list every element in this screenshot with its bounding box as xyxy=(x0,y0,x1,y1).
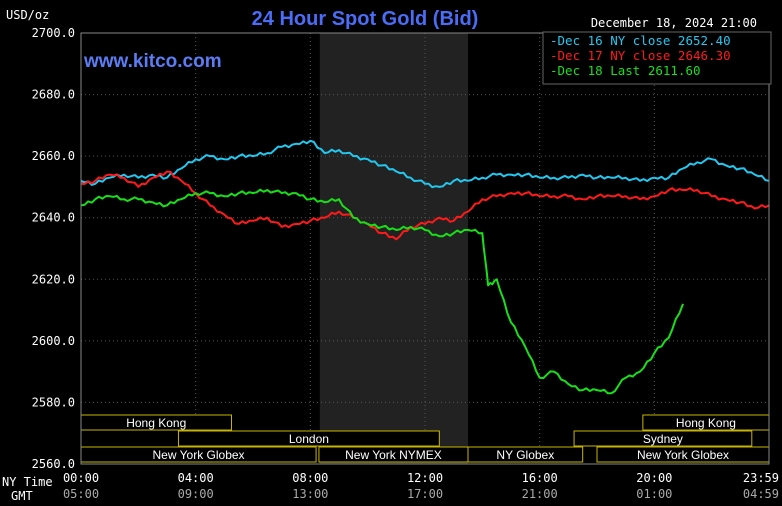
session-label: London xyxy=(289,432,329,446)
y-tick-label: 2620.0 xyxy=(32,272,75,286)
y-tick-label: 2680.0 xyxy=(32,88,75,102)
y-tick-label: 2560.0 xyxy=(32,457,75,471)
session-label: Sydney xyxy=(643,432,683,446)
session-label: New York NYMEX xyxy=(345,448,442,462)
session-bar xyxy=(467,446,584,463)
market-sessions: Hong Kong London New York Globex New York N… xyxy=(80,414,770,463)
chart-legend: -Dec 16 NY close 2652.40-Dec 17 NY close… xyxy=(542,31,772,85)
y-tick-label: 2580.0 xyxy=(32,395,75,409)
ny-time-label: NY Time xyxy=(2,475,53,489)
session-bar xyxy=(573,430,753,447)
kitco-brand-label: www.kitco.com xyxy=(83,51,222,72)
gmt-label: GMT xyxy=(11,489,33,503)
legend-entry: -Dec 17 NY close 2646.30 xyxy=(550,48,731,63)
x-tick-label-ny: 04:00 xyxy=(178,471,214,485)
nymex-session-shading xyxy=(319,33,468,464)
y-axis-unit-label: USD/oz xyxy=(6,8,49,22)
x-tick-label-ny: 20:00 xyxy=(636,471,672,485)
session-label: NY Globex xyxy=(496,448,554,462)
plot-frame xyxy=(80,32,770,465)
session-bar xyxy=(177,430,440,447)
grid-lines xyxy=(81,33,769,464)
x-tick-label-gmt: 21:00 xyxy=(522,487,558,501)
legend-box xyxy=(542,31,772,85)
x-tick-label-ny: 12:00 xyxy=(407,471,443,485)
x-tick-label-gmt: 09:00 xyxy=(178,487,214,501)
legend-entry: -Dec 16 NY close 2652.40 xyxy=(550,33,731,48)
chart-title: 24 Hour Spot Gold (Bid) xyxy=(252,8,479,30)
x-tick-label-gmt: 04:59 xyxy=(743,487,779,501)
x-tick-label-ny: 08:00 xyxy=(292,471,328,485)
x-tick-label-ny: 00:00 xyxy=(63,471,99,485)
session-label: Hong Kong xyxy=(126,416,186,430)
price-series xyxy=(80,139,770,395)
y-tick-label: 2700.0 xyxy=(32,26,75,40)
chart-timestamp: December 18, 2024 21:00 xyxy=(591,16,757,30)
y-tick-label: 2660.0 xyxy=(32,149,75,163)
x-axis: 00:00 05:00 04:00 09:00 08:00 13:00 12:00 17:00… xyxy=(63,471,779,501)
x-tick-label-gmt: 13:00 xyxy=(292,487,328,501)
x-tick-label-gmt: 01:00 xyxy=(636,487,672,501)
y-axis: 2700.0 2680.0 2660.0 2640.0 2620.0 2600.0 2580… xyxy=(32,26,75,471)
x-tick-label-ny: 23:59 xyxy=(743,471,779,485)
x-tick-label-ny: 16:00 xyxy=(522,471,558,485)
series-line-dec-18 xyxy=(80,188,684,395)
y-tick-label: 2640.0 xyxy=(32,211,75,225)
y-tick-label: 2600.0 xyxy=(32,334,75,348)
session-label: Hong Kong xyxy=(676,416,736,430)
session-label: New York Globex xyxy=(637,448,729,462)
series-line-dec-16 xyxy=(80,139,770,189)
session-label: New York Globex xyxy=(153,448,245,462)
x-tick-label-gmt: 05:00 xyxy=(63,487,99,501)
legend-entry: -Dec 18 Last 2611.60 xyxy=(550,63,701,78)
x-tick-label-gmt: 17:00 xyxy=(407,487,443,501)
